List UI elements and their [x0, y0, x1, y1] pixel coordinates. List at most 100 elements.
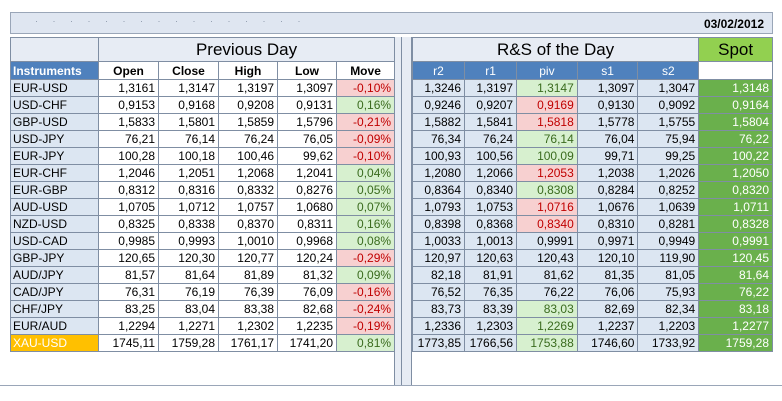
r2-cell[interactable]: 1,0793 — [411, 198, 466, 216]
close-cell[interactable]: 1,2271 — [158, 317, 219, 335]
high-cell[interactable]: 1,0757 — [218, 198, 278, 216]
s1-cell[interactable]: 0,8310 — [576, 215, 639, 233]
piv-cell[interactable]: 1,2269 — [516, 317, 578, 335]
r1-cell[interactable]: 1,0013 — [464, 232, 518, 250]
open-cell[interactable]: 1,3161 — [98, 79, 159, 97]
close-cell[interactable]: 1,0712 — [158, 198, 219, 216]
r1-cell[interactable]: 76,35 — [464, 283, 518, 301]
header-s2[interactable]: s2 — [637, 61, 700, 80]
s2-cell[interactable]: 1,0639 — [637, 198, 700, 216]
spot-title[interactable]: Spot — [698, 37, 773, 62]
r1-cell[interactable]: 81,91 — [464, 266, 518, 284]
instrument-cell[interactable]: EUR-JPY — [10, 147, 99, 165]
close-cell[interactable]: 1759,28 — [158, 334, 219, 352]
low-cell[interactable]: 1,2041 — [277, 164, 337, 182]
spot-cell[interactable]: 1,0711 — [698, 198, 773, 216]
low-cell[interactable]: 0,8311 — [277, 215, 337, 233]
instrument-cell[interactable]: EUR-USD — [10, 79, 99, 97]
s1-cell[interactable]: 99,71 — [576, 147, 639, 165]
s1-cell[interactable]: 1,2237 — [576, 317, 639, 335]
close-cell[interactable]: 120,30 — [158, 249, 219, 267]
high-cell[interactable]: 83,38 — [218, 300, 278, 318]
spot-cell[interactable]: 1759,28 — [698, 334, 773, 352]
header-s1[interactable]: s1 — [576, 61, 639, 80]
instrument-cell[interactable]: NZD-USD — [10, 215, 99, 233]
open-cell[interactable]: 0,8325 — [98, 215, 159, 233]
s2-cell[interactable]: 0,8281 — [637, 215, 700, 233]
s1-cell[interactable]: 0,9971 — [576, 232, 639, 250]
close-cell[interactable]: 81,64 — [158, 266, 219, 284]
low-cell[interactable]: 81,32 — [277, 266, 337, 284]
piv-cell[interactable]: 0,9991 — [516, 232, 578, 250]
s1-cell[interactable]: 120,10 — [576, 249, 639, 267]
piv-cell[interactable]: 1,2053 — [516, 164, 578, 182]
high-cell[interactable]: 120,77 — [218, 249, 278, 267]
open-cell[interactable]: 76,21 — [98, 130, 159, 148]
open-cell[interactable]: 1745,11 — [98, 334, 159, 352]
spot-cell[interactable]: 1,3148 — [698, 79, 773, 97]
r2-cell[interactable]: 0,9246 — [411, 96, 466, 114]
s2-cell[interactable]: 75,94 — [637, 130, 700, 148]
piv-cell[interactable]: 76,14 — [516, 130, 578, 148]
r1-cell[interactable]: 1,5841 — [464, 113, 518, 131]
spot-cell[interactable]: 1,2050 — [698, 164, 773, 182]
high-cell[interactable]: 1,0010 — [218, 232, 278, 250]
r2-cell[interactable]: 76,52 — [411, 283, 466, 301]
s1-cell[interactable]: 76,06 — [576, 283, 639, 301]
s2-cell[interactable]: 82,34 — [637, 300, 700, 318]
piv-cell[interactable]: 1753,88 — [516, 334, 578, 352]
low-cell[interactable]: 1,3097 — [277, 79, 337, 97]
instrument-cell[interactable]: EUR-CHF — [10, 164, 99, 182]
s1-cell[interactable]: 0,8284 — [576, 181, 639, 199]
low-cell[interactable]: 120,24 — [277, 249, 337, 267]
corner-cell[interactable] — [10, 37, 99, 62]
close-cell[interactable]: 0,9993 — [158, 232, 219, 250]
spot-cell[interactable]: 83,18 — [698, 300, 773, 318]
s2-cell[interactable]: 0,8252 — [637, 181, 700, 199]
high-cell[interactable]: 76,24 — [218, 130, 278, 148]
low-cell[interactable]: 76,05 — [277, 130, 337, 148]
move-cell[interactable]: -0,21% — [335, 113, 396, 131]
r2-cell[interactable]: 1,2336 — [411, 317, 466, 335]
piv-cell[interactable]: 1,5818 — [516, 113, 578, 131]
s1-cell[interactable]: 81,35 — [576, 266, 639, 284]
s1-cell[interactable]: 1,5778 — [576, 113, 639, 131]
low-cell[interactable]: 1,0680 — [277, 198, 337, 216]
close-cell[interactable]: 0,8338 — [158, 215, 219, 233]
r1-cell[interactable]: 120,63 — [464, 249, 518, 267]
s2-cell[interactable]: 0,9949 — [637, 232, 700, 250]
high-cell[interactable]: 1,5859 — [218, 113, 278, 131]
close-cell[interactable]: 1,3147 — [158, 79, 219, 97]
move-cell[interactable]: 0,81% — [335, 334, 396, 352]
header-close[interactable]: Close — [158, 61, 219, 80]
header-piv[interactable]: piv — [516, 61, 578, 80]
spot-cell[interactable]: 0,8320 — [698, 181, 773, 199]
piv-cell[interactable]: 76,22 — [516, 283, 578, 301]
r2-cell[interactable]: 0,8398 — [411, 215, 466, 233]
close-cell[interactable]: 1,2051 — [158, 164, 219, 182]
header-spot-blank[interactable] — [698, 61, 773, 80]
close-cell[interactable]: 0,9168 — [158, 96, 219, 114]
move-cell[interactable]: 0,09% — [335, 266, 396, 284]
piv-cell[interactable]: 0,8340 — [516, 215, 578, 233]
instrument-cell[interactable]: EUR/AUD — [10, 317, 99, 335]
s2-cell[interactable]: 75,93 — [637, 283, 700, 301]
r2-cell[interactable]: 82,18 — [411, 266, 466, 284]
s1-cell[interactable]: 1,2038 — [576, 164, 639, 182]
instrument-cell[interactable]: GBP-JPY — [10, 249, 99, 267]
s2-cell[interactable]: 1,2026 — [637, 164, 700, 182]
r1-cell[interactable]: 1766,56 — [464, 334, 518, 352]
r1-cell[interactable]: 0,8340 — [464, 181, 518, 199]
open-cell[interactable]: 100,28 — [98, 147, 159, 165]
spot-cell[interactable]: 81,64 — [698, 266, 773, 284]
s1-cell[interactable]: 1746,60 — [576, 334, 639, 352]
close-cell[interactable]: 76,19 — [158, 283, 219, 301]
r1-cell[interactable]: 83,39 — [464, 300, 518, 318]
high-cell[interactable]: 0,8332 — [218, 181, 278, 199]
low-cell[interactable]: 82,68 — [277, 300, 337, 318]
move-cell[interactable]: 0,07% — [335, 198, 396, 216]
move-cell[interactable]: 0,16% — [335, 215, 396, 233]
high-cell[interactable]: 76,39 — [218, 283, 278, 301]
move-cell[interactable]: -0,29% — [335, 249, 396, 267]
low-cell[interactable]: 1,5796 — [277, 113, 337, 131]
